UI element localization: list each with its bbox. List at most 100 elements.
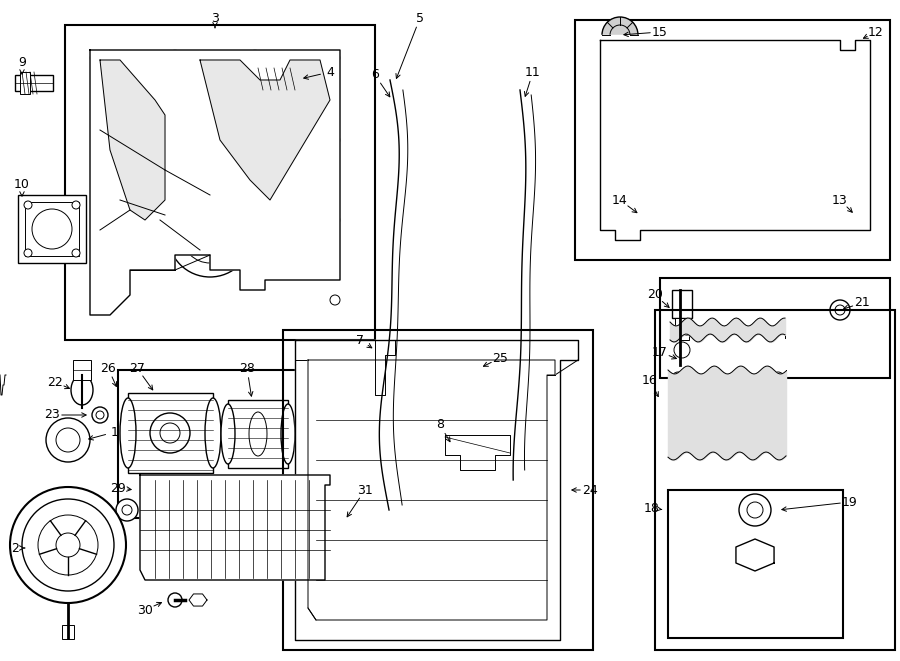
Bar xyxy=(255,68,300,90)
Circle shape xyxy=(380,345,390,355)
Text: 5: 5 xyxy=(416,11,424,24)
Bar xyxy=(680,58,720,108)
Circle shape xyxy=(330,53,340,63)
Bar xyxy=(18,195,86,263)
Circle shape xyxy=(330,135,340,145)
Text: 23: 23 xyxy=(44,408,60,422)
Polygon shape xyxy=(140,475,330,580)
Text: 30: 30 xyxy=(137,603,153,617)
Text: 8: 8 xyxy=(436,418,444,432)
Polygon shape xyxy=(445,435,510,470)
Bar xyxy=(283,330,593,650)
Bar xyxy=(625,55,833,115)
Bar xyxy=(15,75,53,91)
Ellipse shape xyxy=(249,412,267,456)
Ellipse shape xyxy=(205,398,221,468)
Circle shape xyxy=(32,209,72,249)
Circle shape xyxy=(835,305,845,315)
Circle shape xyxy=(721,44,733,56)
Circle shape xyxy=(95,225,105,235)
Bar xyxy=(655,310,895,650)
Circle shape xyxy=(72,249,80,257)
Circle shape xyxy=(250,50,260,60)
Circle shape xyxy=(743,163,767,187)
Circle shape xyxy=(24,201,32,209)
Text: 15: 15 xyxy=(652,26,668,38)
Bar xyxy=(575,20,890,260)
Circle shape xyxy=(150,413,190,453)
Circle shape xyxy=(305,345,315,355)
Text: 10: 10 xyxy=(14,178,30,192)
Circle shape xyxy=(56,428,80,452)
Circle shape xyxy=(540,345,550,355)
Text: 3: 3 xyxy=(212,11,219,24)
Polygon shape xyxy=(200,60,330,200)
Bar xyxy=(660,278,890,378)
Bar xyxy=(675,318,689,340)
Circle shape xyxy=(182,207,238,263)
Circle shape xyxy=(10,487,126,603)
Bar xyxy=(672,290,692,318)
Text: 26: 26 xyxy=(100,362,116,375)
Circle shape xyxy=(338,513,352,527)
Bar xyxy=(20,72,30,94)
Bar xyxy=(25,202,79,256)
Circle shape xyxy=(604,44,616,56)
Circle shape xyxy=(641,211,649,219)
Circle shape xyxy=(674,342,690,358)
Polygon shape xyxy=(189,594,207,606)
Text: 27: 27 xyxy=(129,362,145,375)
Circle shape xyxy=(170,50,180,60)
Circle shape xyxy=(330,215,340,225)
Text: 11: 11 xyxy=(525,65,541,79)
Circle shape xyxy=(739,494,771,526)
Circle shape xyxy=(92,407,108,423)
Circle shape xyxy=(460,345,470,355)
Bar xyxy=(668,490,843,638)
Circle shape xyxy=(747,502,763,518)
Text: 9: 9 xyxy=(18,56,26,69)
Polygon shape xyxy=(375,340,395,395)
Circle shape xyxy=(116,499,138,521)
Bar xyxy=(73,360,91,380)
Text: 12: 12 xyxy=(868,26,884,38)
Text: 24: 24 xyxy=(582,483,598,496)
Circle shape xyxy=(837,229,849,241)
Circle shape xyxy=(749,169,761,181)
Polygon shape xyxy=(600,40,870,240)
Circle shape xyxy=(636,206,654,224)
Circle shape xyxy=(252,237,288,273)
Text: 25: 25 xyxy=(492,352,508,364)
Circle shape xyxy=(72,201,80,209)
Circle shape xyxy=(721,229,733,241)
Ellipse shape xyxy=(71,375,93,405)
Circle shape xyxy=(610,25,630,45)
Text: 13: 13 xyxy=(832,194,848,206)
Text: 1: 1 xyxy=(111,426,119,438)
Bar xyxy=(62,625,74,639)
Circle shape xyxy=(46,418,90,462)
Polygon shape xyxy=(736,539,774,571)
Bar xyxy=(615,135,843,215)
Circle shape xyxy=(95,295,105,305)
Circle shape xyxy=(565,345,575,355)
Circle shape xyxy=(38,515,98,575)
Bar xyxy=(730,58,770,108)
Circle shape xyxy=(839,199,871,231)
Ellipse shape xyxy=(120,398,136,468)
Circle shape xyxy=(420,345,430,355)
Circle shape xyxy=(168,193,252,277)
Circle shape xyxy=(804,169,816,181)
Circle shape xyxy=(90,53,100,63)
Ellipse shape xyxy=(281,404,295,464)
Circle shape xyxy=(330,295,340,305)
Text: 20: 20 xyxy=(647,288,663,301)
Text: 14: 14 xyxy=(612,194,628,206)
Text: 4: 4 xyxy=(326,65,334,79)
Bar xyxy=(780,58,820,108)
Circle shape xyxy=(639,169,651,181)
Text: 31: 31 xyxy=(357,483,373,496)
Circle shape xyxy=(22,499,114,591)
Circle shape xyxy=(672,372,684,384)
Circle shape xyxy=(847,207,863,223)
